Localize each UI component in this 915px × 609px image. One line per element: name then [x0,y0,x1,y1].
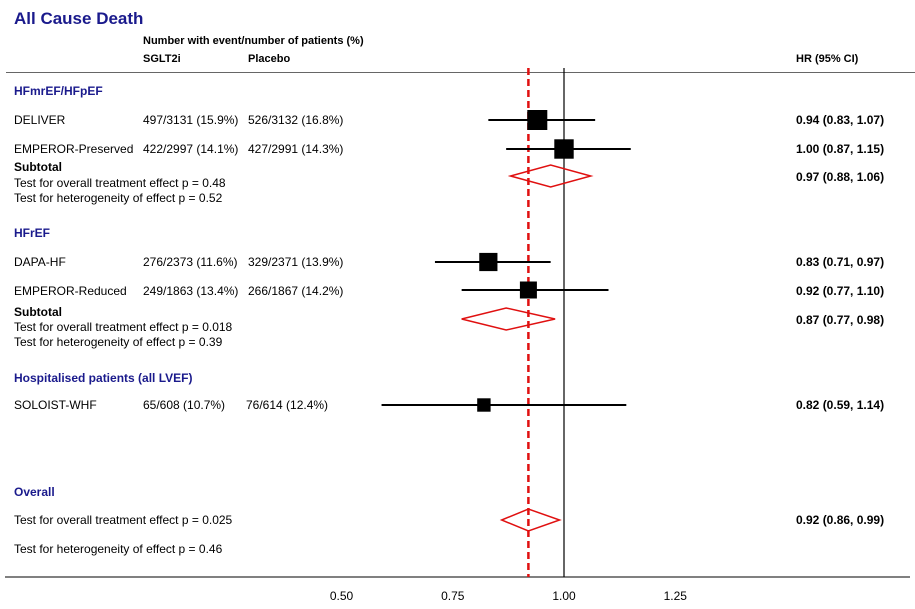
study-name: DELIVER [14,113,66,127]
study-name: EMPEROR-Reduced [14,284,127,298]
x-tick-label: 1.00 [552,589,576,603]
x-tick-label: 0.50 [330,589,354,603]
x-tick-label: 1.25 [664,589,688,603]
chart-title: All Cause Death [14,9,144,28]
events-header: Number with event/number of patients (%) [143,35,364,47]
effect-square-marker [527,110,548,130]
placebo-column-header: Placebo [248,53,291,65]
overall-test-effect: Test for overall treatment effect p = 0.… [14,513,233,527]
x-tick-label: 0.75 [441,589,465,603]
study-sglt2i-events: 422/2997 (14.1%) [143,142,239,156]
header-rule [6,72,915,73]
study-hr-text: 0.83 (0.71, 0.97) [796,255,885,269]
study-placebo-events: 76/614 (12.4%) [246,398,329,412]
group-heading-hfref: HFrEF [14,226,50,240]
study-name: SOLOIST-WHF [14,398,97,412]
overall-hr-text: 0.92 (0.86, 0.99) [796,513,885,527]
pooled-effect-diamond [499,508,562,532]
study-placebo-events: 526/3132 (16.8%) [248,113,344,127]
study-sglt2i-events: 65/608 (10.7%) [143,398,226,412]
overall-heading: Overall [14,485,55,499]
test-heterogeneity: Test for heterogeneity of effect p = 0.5… [14,191,223,205]
test-overall-effect: Test for overall treatment effect p = 0.… [14,320,233,334]
study-sglt2i-events: 276/2373 (11.6%) [143,255,238,269]
study-sglt2i-events: 497/3131 (15.9%) [143,113,239,127]
effect-square-marker [554,139,574,159]
study-sglt2i-events: 249/1863 (13.4%) [143,284,239,298]
study-placebo-events: 427/2991 (14.3%) [248,142,344,156]
study-hr-text: 1.00 (0.87, 1.15) [796,142,885,156]
effect-square-marker [479,252,498,272]
study-placebo-events: 329/2371 (13.9%) [248,255,344,269]
study-name: DAPA-HF [14,255,66,269]
pooled-effect-diamond [461,307,556,331]
pooled-effect-diamond [507,164,594,188]
sglt2i-column-header: SGLT2i [143,53,181,65]
subtotal-hr-text: 0.87 (0.77, 0.98) [796,313,885,327]
subtotal-label: Subtotal [14,160,62,174]
effect-square-marker [519,281,537,299]
study-hr-text: 0.92 (0.77, 1.10) [796,284,885,298]
study-hr-text: 0.82 (0.59, 1.14) [796,398,885,412]
subtotal-label: Subtotal [14,305,62,319]
group-heading-hfmref-hfpef: HFmrEF/HFpEF [14,84,103,98]
test-heterogeneity: Test for heterogeneity of effect p = 0.3… [14,335,223,349]
overall-test-heterogeneity: Test for heterogeneity of effect p = 0.4… [14,542,223,556]
study-placebo-events: 266/1867 (14.2%) [248,284,344,298]
subtotal-hr-text: 0.97 (0.88, 1.06) [796,170,885,184]
study-name: EMPEROR-Preserved [14,142,134,156]
group-heading-hospitalised: Hospitalised patients (all LVEF) [14,371,193,385]
hr-column-header: HR (95% CI) [796,53,859,65]
study-hr-text: 0.94 (0.83, 1.07) [796,113,885,127]
effect-square-marker [477,398,491,412]
test-overall-effect: Test for overall treatment effect p = 0.… [14,176,226,190]
